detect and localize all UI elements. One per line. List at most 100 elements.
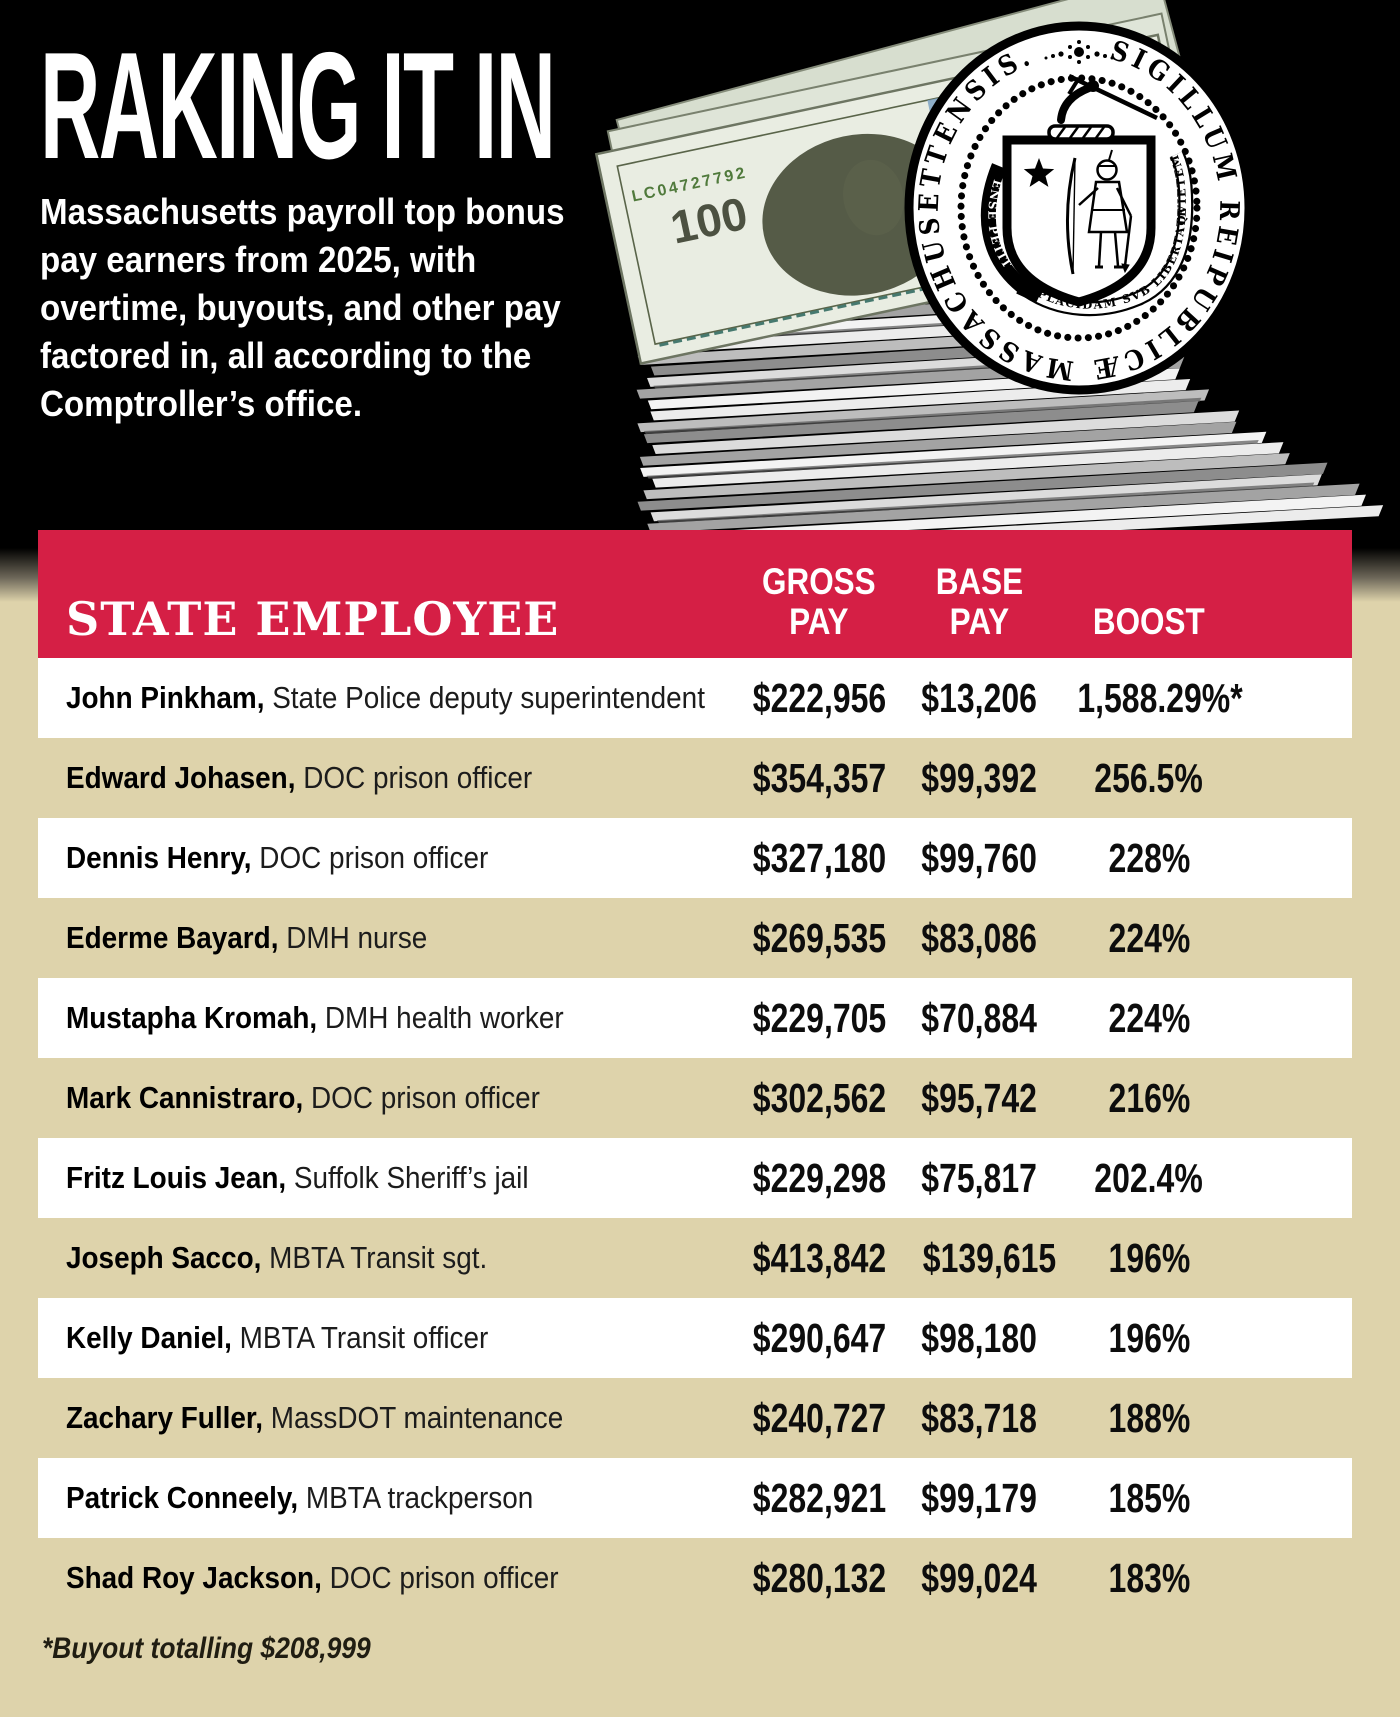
base-pay-value: $98,180 <box>921 1314 1037 1361</box>
boost-cell: 196% <box>1054 1234 1244 1281</box>
arrow <box>1123 215 1133 267</box>
pay-table: STATE EMPLOYEE GROSS PAY BASE PAY BOOST <box>38 530 1352 1618</box>
employee-cell: Kelly Daniel, MBTA Transit officer <box>38 1320 734 1356</box>
gross-pay-cell: $280,132 <box>734 1557 904 1599</box>
table-row: Joseph Sacco, MBTA Transit sgt. $413,842… <box>38 1218 1352 1298</box>
boost-value: 1,588.29%* <box>1077 674 1243 721</box>
employee-name: Mustapha Kromah <box>66 1000 310 1036</box>
gross-pay-value: $229,298 <box>752 1154 887 1201</box>
intro-line: Comptroller’s office. <box>40 383 363 424</box>
boost-cell: 202.4% <box>1054 1157 1244 1199</box>
gross-pay-cell: $302,562 <box>734 1074 904 1121</box>
base-pay-cell: $139,615 <box>904 1237 1056 1279</box>
employee-cell: Joseph Sacco, MBTA Transit sgt. <box>38 1240 734 1276</box>
base-pay-cell: $83,718 <box>904 1394 1054 1441</box>
boost-cell: 224% <box>1054 994 1244 1041</box>
employee-cell: John Pinkham, State Police deputy superi… <box>38 680 734 716</box>
base-pay-value: $83,086 <box>921 914 1037 961</box>
boost-value: 183% <box>1108 1554 1190 1601</box>
base-pay-value: $95,742 <box>921 1074 1037 1121</box>
employee-cell: Dennis Henry, DOC prison officer <box>38 840 734 876</box>
gross-pay-cell: $354,357 <box>734 757 904 799</box>
employee-name: John Pinkham <box>66 680 257 716</box>
massachusetts-state-seal: SIGILLUM REIPUBLICÆ MASSACHUSETTENSIS. E… <box>904 21 1254 395</box>
employee-name: Patrick Conneely <box>66 1480 291 1516</box>
employee-name: Fritz Louis Jean <box>66 1160 279 1196</box>
employee-name: Kelly Daniel <box>66 1320 225 1356</box>
base-pay-value: $99,179 <box>921 1474 1037 1521</box>
employee-role: DMH health worker <box>324 1000 564 1036</box>
employee-name: Joseph Sacco <box>66 1240 254 1276</box>
boost-value: 196% <box>1108 1314 1190 1361</box>
table-row: John Pinkham, State Police deputy superi… <box>38 658 1352 738</box>
employee-cell: Mark Cannistraro, DOC prison officer <box>38 1080 734 1116</box>
employee-cell: Shad Roy Jackson, DOC prison officer <box>38 1560 734 1596</box>
table-row: Fritz Louis Jean, Suffolk Sheriff’s jail… <box>38 1138 1352 1218</box>
gross-pay-cell: $290,647 <box>734 1317 904 1359</box>
name-role-separator: , <box>256 680 273 716</box>
table-row: Patrick Conneely, MBTA trackperson $282,… <box>38 1458 1352 1538</box>
gross-pay-value: $327,180 <box>752 834 887 881</box>
col-header-base-pay: PAY <box>949 601 1009 642</box>
crest-arm-and-sword <box>1047 73 1158 141</box>
name-role-separator: , <box>309 1000 325 1036</box>
arm <box>1057 84 1093 124</box>
base-pay-value: $75,817 <box>921 1154 1037 1201</box>
gross-pay-cell: $222,956 <box>734 674 904 721</box>
employee-name: Edward Johasen <box>66 760 288 796</box>
boost-value: 256.5% <box>1094 754 1204 801</box>
gross-pay-value: $229,705 <box>752 994 887 1041</box>
gross-pay-value: $222,956 <box>752 674 887 721</box>
gross-pay-cell: $240,727 <box>734 1397 904 1439</box>
name-role-separator: , <box>290 1480 306 1516</box>
col-header-state-employee: STATE EMPLOYEE <box>66 596 560 642</box>
gross-pay-cell: $229,298 <box>734 1154 904 1201</box>
gross-pay-cell: $269,535 <box>734 914 904 961</box>
name-role-separator: , <box>314 1560 330 1596</box>
employee-name: Dennis Henry <box>66 840 244 876</box>
boost-value: 185% <box>1108 1474 1190 1521</box>
table-row: Mustapha Kromah, DMH health worker $229,… <box>38 978 1352 1058</box>
name-role-separator: , <box>243 840 260 876</box>
gross-pay-cell: $327,180 <box>734 834 904 881</box>
gross-pay-cell: $413,842 <box>734 1234 904 1281</box>
base-pay-value: $83,718 <box>921 1394 1037 1441</box>
native-figure <box>1065 149 1133 275</box>
table-row: Shad Roy Jackson, DOC prison officer $28… <box>38 1538 1352 1618</box>
boost-cell: 185% <box>1054 1474 1244 1521</box>
employee-role: DOC prison officer <box>259 840 489 876</box>
base-pay-value: $70,884 <box>921 994 1037 1041</box>
table-row: Edward Johasen, DOC prison officer $354,… <box>38 738 1352 818</box>
boost-cell: 216% <box>1054 1074 1244 1121</box>
base-pay-cell: $99,760 <box>904 837 1054 879</box>
base-pay-cell: $98,180 <box>904 1314 1054 1361</box>
table-row: Kelly Daniel, MBTA Transit officer $290,… <box>38 1298 1352 1378</box>
base-pay-cell: $99,392 <box>904 754 1054 801</box>
employee-role: DOC prison officer <box>310 1080 540 1116</box>
employee-name: Ederme Bayard <box>66 920 271 956</box>
gross-pay-value: $302,562 <box>752 1074 887 1121</box>
employee-role: DOC prison officer <box>329 1560 559 1596</box>
employee-cell: Mustapha Kromah, DMH health worker <box>38 1000 734 1036</box>
name-role-separator: , <box>224 1320 240 1356</box>
table-row: Dennis Henry, DOC prison officer $327,18… <box>38 818 1352 898</box>
gross-pay-value: $269,535 <box>752 914 887 961</box>
base-pay-cell: $83,086 <box>904 914 1054 961</box>
boost-value: 216% <box>1108 1074 1190 1121</box>
boost-value: 224% <box>1108 994 1190 1041</box>
header-state-employee-cell: STATE EMPLOYEE <box>38 596 734 642</box>
seal-ornament <box>1044 40 1114 64</box>
base-pay-cell: $95,742 <box>904 1074 1054 1121</box>
intro-line: Massachusetts payroll top bonus <box>40 191 565 232</box>
col-header-gross-pay: PAY <box>789 601 849 642</box>
gross-pay-value: $413,842 <box>752 1234 887 1281</box>
boost-value: 196% <box>1108 1234 1190 1281</box>
employee-role: State Police deputy superintendent <box>272 680 705 716</box>
base-pay-value: $99,392 <box>921 754 1037 801</box>
gross-pay-cell: $282,921 <box>734 1474 904 1521</box>
base-pay-cell: $99,024 <box>904 1557 1054 1599</box>
employee-cell: Fritz Louis Jean, Suffolk Sheriff’s jail <box>38 1160 734 1196</box>
employee-role: Suffolk Sheriff’s jail <box>293 1160 529 1196</box>
gross-pay-value: $282,921 <box>752 1474 887 1521</box>
